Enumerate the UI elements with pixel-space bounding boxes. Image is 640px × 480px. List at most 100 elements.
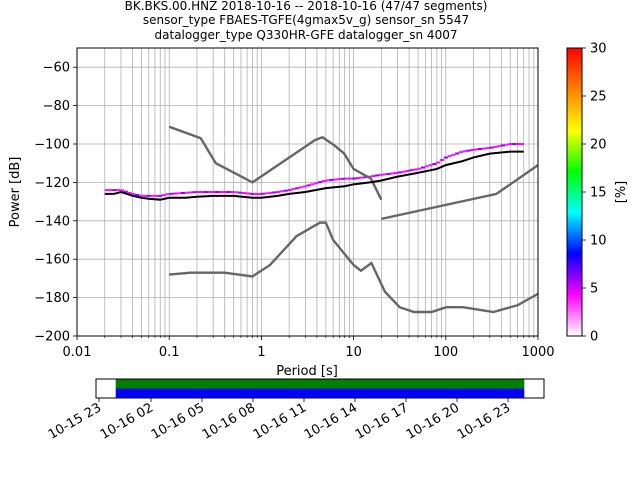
pdf-cell xyxy=(363,177,368,179)
pdf-cell xyxy=(249,193,254,195)
pdf-cell xyxy=(222,192,227,193)
pdf-cell xyxy=(432,163,437,165)
pdf-cell xyxy=(119,189,125,191)
pdf-cell xyxy=(104,189,109,191)
pdf-cell xyxy=(390,172,395,174)
pdf-cell xyxy=(359,176,365,178)
time-tick-label: 10-16 02 xyxy=(98,400,156,442)
pdf-cell xyxy=(489,147,494,149)
pdf-cell xyxy=(352,177,357,179)
high-noise-model-tail-line xyxy=(381,164,539,221)
pdf-cell xyxy=(447,156,452,158)
colorbar-tick-label: 30 xyxy=(590,42,607,57)
pdf-cell xyxy=(398,172,403,174)
colorbar-tick-label: 10 xyxy=(590,234,607,249)
pdf-cell xyxy=(375,175,380,177)
pdf-cell xyxy=(420,167,425,169)
pdf-cell xyxy=(447,155,452,157)
low-noise-model-line xyxy=(169,221,539,314)
pdf-cell xyxy=(146,195,151,197)
pdf-cell xyxy=(279,190,285,192)
pdf-cell xyxy=(371,175,376,177)
pdf-cell xyxy=(439,159,445,161)
pdf-cell xyxy=(489,146,494,148)
pdf-cell xyxy=(512,143,517,145)
pdf-cell xyxy=(222,191,227,193)
pdf-cell xyxy=(455,153,460,155)
pdf-cell xyxy=(116,190,121,192)
pdf-cell xyxy=(439,159,445,161)
pdf-cell xyxy=(146,194,151,196)
pdf-cell xyxy=(226,191,231,193)
pdf-cell xyxy=(199,191,205,193)
y-tick-label: −140 xyxy=(34,214,70,229)
pdf-cell xyxy=(158,194,163,196)
pdf-cell xyxy=(116,189,121,191)
pdf-cell xyxy=(405,170,410,172)
pdf-cell xyxy=(108,190,113,192)
pdf-cell xyxy=(203,191,208,193)
pdf-cell xyxy=(276,191,281,193)
pdf-cell xyxy=(344,178,349,180)
title-line-2: sensor_type FBAES-TGFE(4gmax5v_g) sensor… xyxy=(143,13,469,27)
pdf-cell xyxy=(287,189,292,191)
pdf-cell xyxy=(127,191,132,193)
pdf-cell xyxy=(413,169,418,171)
pdf-cell xyxy=(500,144,505,146)
pdf-cell xyxy=(207,192,212,193)
pdf-cell xyxy=(180,192,186,194)
pdf-cell xyxy=(253,192,258,194)
pdf-cell xyxy=(493,146,498,148)
pdf-cell xyxy=(443,157,448,159)
title-line-1: BK.BKS.00.HNZ 2018-10-16 -- 2018-10-16 (… xyxy=(125,0,488,13)
time-tick-label: 10-16 05 xyxy=(149,400,207,442)
y-tick-label: −120 xyxy=(34,176,70,191)
pdf-cell xyxy=(306,185,311,187)
y-tick-label: −60 xyxy=(43,61,70,76)
pdf-cell xyxy=(291,188,296,190)
pdf-cell xyxy=(337,179,342,181)
time-tick-label: 10-16 20 xyxy=(404,400,462,442)
pdf-cell xyxy=(500,145,505,147)
colorbar-tick-label: 0 xyxy=(590,330,598,345)
mode-line xyxy=(104,150,524,201)
pdf-cell xyxy=(333,179,338,181)
pdf-cell xyxy=(485,147,490,149)
pdf-cell xyxy=(119,190,125,192)
pdf-cell xyxy=(485,148,490,150)
pdf-cell xyxy=(272,191,277,193)
pdf-cell xyxy=(260,193,266,195)
pdf-cell xyxy=(127,192,132,194)
pdf-cell xyxy=(211,191,216,193)
pdf-cell xyxy=(241,192,246,194)
pdf-cell xyxy=(401,170,406,172)
pdf-cell xyxy=(519,144,525,145)
pdf-cell xyxy=(249,192,254,194)
pdf-cell xyxy=(177,193,182,195)
pdf-cell xyxy=(142,194,147,196)
pdf-cell xyxy=(409,170,414,172)
pdf-cell xyxy=(451,153,456,155)
pdf-cell xyxy=(264,193,269,195)
x-tick-label: 0.01 xyxy=(63,345,92,360)
x-tick-label: 100 xyxy=(433,345,458,360)
pdf-cell xyxy=(196,191,201,193)
pdf-cell xyxy=(245,193,250,195)
time-tick-label: 10-16 17 xyxy=(353,400,411,442)
pdf-cell xyxy=(401,171,406,173)
colorbar xyxy=(566,47,583,337)
time-tick-label: 10-16 11 xyxy=(251,400,309,442)
pdf-cell xyxy=(184,192,189,194)
pdf-cell xyxy=(340,177,346,179)
pdf-cell xyxy=(161,194,166,196)
pdf-cell xyxy=(519,143,525,145)
pdf-cell xyxy=(455,152,460,154)
colorbar-ticks: 0 5 10 15 20 25 30 xyxy=(582,42,607,345)
pdf-cell xyxy=(321,181,326,183)
pdf-cell xyxy=(340,178,346,180)
pdf-cell xyxy=(165,193,170,195)
x-tick-label: 1 xyxy=(257,345,265,360)
pdf-cell xyxy=(371,176,376,178)
pdf-cell xyxy=(413,168,418,170)
pdf-cell xyxy=(394,172,399,174)
